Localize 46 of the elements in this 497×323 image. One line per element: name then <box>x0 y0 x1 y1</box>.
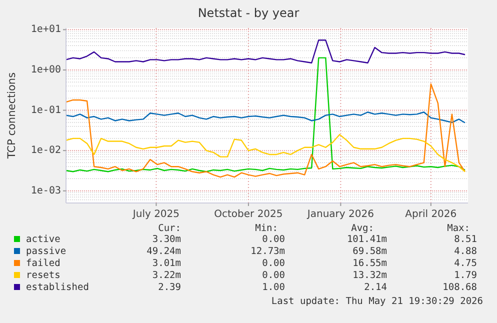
legend-label: resets <box>26 270 60 281</box>
x-tick-label: January 2026 <box>306 209 374 220</box>
text: 49.24m <box>146 246 182 257</box>
text: 0.00 <box>262 234 286 245</box>
text: 3.22m <box>152 270 182 281</box>
y-tick-label: 1e-03 <box>30 185 61 196</box>
x-tick-label: October 2025 <box>214 209 283 220</box>
text: Last update: Thu May 21 19:30:29 2026 <box>271 296 484 307</box>
y-tick-label: 1e+01 <box>30 24 61 36</box>
line-series <box>65 83 466 178</box>
text: 0.00 <box>262 258 286 269</box>
chart-title: Netstat - by year <box>198 6 300 20</box>
y-tick-label: 1e-01 <box>30 104 61 116</box>
text: 13.32m <box>352 270 388 281</box>
text: Max: <box>447 223 470 234</box>
legend-label: failed <box>26 258 60 269</box>
y-tick-label: 1e-02 <box>30 145 61 156</box>
text: 2.39 <box>158 282 182 293</box>
text: 2.14 <box>364 282 388 293</box>
legend-label: passive <box>26 246 66 257</box>
line-series <box>65 112 466 124</box>
text: 4.75 <box>454 258 477 269</box>
y-tick-label: 1e+00 <box>30 64 61 76</box>
text: Cur: <box>158 223 181 234</box>
text: 12.73m <box>250 246 286 257</box>
x-tick-label: April 2026 <box>405 209 457 220</box>
line-series <box>65 57 466 172</box>
text: 1.00 <box>262 282 286 293</box>
text: 1.79 <box>454 270 478 281</box>
y-axis-title: TCP connections <box>6 72 18 160</box>
text: Avg: <box>351 223 374 234</box>
text: 0.00 <box>262 270 286 281</box>
legend-label: established <box>26 282 89 293</box>
text: 3.01m <box>152 258 182 269</box>
x-tick-label: July 2025 <box>132 209 180 220</box>
text: 69.58m <box>352 246 388 257</box>
text: 8.51 <box>454 234 478 245</box>
line-series <box>65 134 466 172</box>
legend-label: active <box>26 234 61 245</box>
text: Min: <box>255 223 278 234</box>
text: 4.88 <box>454 246 478 257</box>
line-series <box>65 40 466 64</box>
text: 16.55m <box>352 258 388 269</box>
text: 108.68 <box>442 282 478 293</box>
text: 3.30m <box>152 234 182 245</box>
text: 101.41m <box>346 234 388 245</box>
